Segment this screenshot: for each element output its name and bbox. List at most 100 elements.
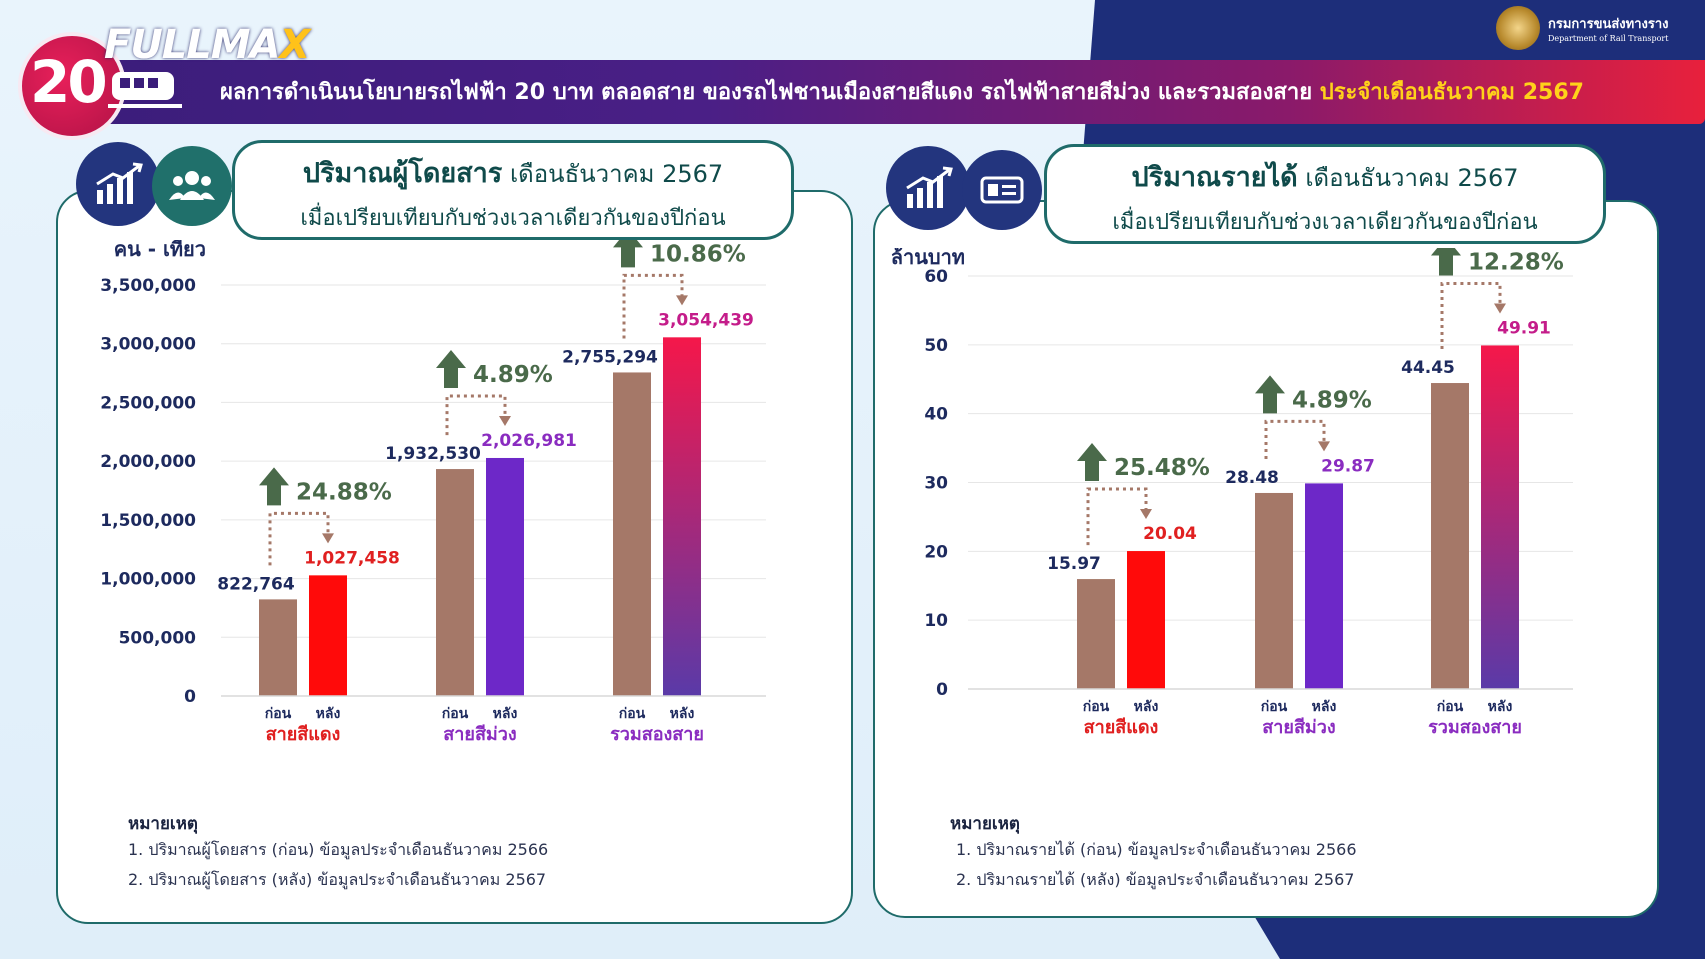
change-connector: [1440, 281, 1502, 350]
bar-label-before: ก่อน: [1083, 699, 1110, 715]
bar-before: [613, 372, 651, 696]
up-arrow-icon: [1255, 375, 1285, 414]
y-tick-label: 2,500,000: [100, 393, 196, 413]
data-label-before: 28.48: [1225, 468, 1279, 488]
bar-after: [663, 337, 701, 696]
bar-label-before: ก่อน: [619, 706, 646, 722]
y-tick-label: 0: [184, 687, 196, 707]
data-label-before: 1,932,530: [385, 444, 481, 464]
bar-label-before: ก่อน: [1437, 699, 1464, 715]
change-connector: [268, 511, 330, 566]
department-name-th: กรมการขนส่งทางราง: [1548, 17, 1669, 32]
brand-suffix: X: [279, 22, 311, 68]
x-category-label: รวมสองสาย: [1428, 717, 1522, 738]
department-logo: กรมการขนส่งทางราง Department of Rail Tra…: [1496, 6, 1668, 50]
y-axis-label: คน - เที่ยว: [114, 240, 206, 261]
passenger-notes-title: หมายเหตุ: [128, 814, 198, 834]
connector-arrowhead: [322, 533, 334, 544]
change-percent: 10.86%: [650, 241, 746, 267]
revenue-title-box: ปริมาณรายได้ เดือนธันวาคม 2567 เมื่อเปรี…: [1044, 144, 1606, 244]
up-arrow-icon: [613, 240, 643, 268]
department-name-en: Department of Rail Transport: [1548, 34, 1669, 43]
data-label-after: 49.91: [1497, 318, 1551, 338]
x-category-label: สายสีแดง: [266, 724, 341, 745]
revenue-title-rest: เดือนธันวาคม 2567: [1305, 164, 1519, 192]
bar-after: [1481, 345, 1519, 689]
bar-label-after: หลัง: [316, 706, 341, 722]
change-percent: 4.89%: [1292, 387, 1372, 413]
x-category-label: รวมสองสาย: [610, 724, 704, 745]
header-title: ผลการดำเนินนโยบายรถไฟฟ้า 20 บาท ตลอดสาย …: [220, 74, 1690, 109]
bar-label-after: หลัง: [670, 706, 695, 722]
up-arrow-icon: [259, 467, 289, 506]
department-emblem-icon: [1496, 6, 1540, 50]
passenger-title-box: ปริมาณผู้โดยสาร เดือนธันวาคม 2567 เมื่อเ…: [232, 140, 794, 240]
y-tick-label: 1,500,000: [100, 511, 196, 531]
people-icon: [152, 146, 232, 226]
change-percent: 12.28%: [1468, 249, 1564, 275]
data-label-after: 1,027,458: [304, 548, 400, 568]
bar-before: [436, 469, 474, 696]
change-percent: 24.88%: [296, 479, 392, 505]
train-icon: [108, 72, 182, 108]
data-label-before: 15.97: [1047, 554, 1101, 574]
y-tick-label: 30: [924, 474, 948, 494]
bar-after: [309, 575, 347, 696]
data-label-before: 44.45: [1401, 358, 1455, 378]
passenger-subtitle: เมื่อเปรียบเทียบกับช่วงเวลาเดียวกันของปี…: [300, 206, 726, 231]
passenger-chart: คน - เที่ยว 0 500,000 1,000,000 1,500,000 2,0…: [100, 240, 766, 745]
ticket-icon: [962, 150, 1042, 230]
bar-label-before: ก่อน: [442, 706, 469, 722]
connector-arrowhead: [1318, 441, 1330, 452]
y-tick-label: 50: [924, 336, 948, 356]
bar-before: [1255, 492, 1293, 689]
revenue-subtitle: เมื่อเปรียบเทียบกับช่วงเวลาเดียวกันของปี…: [1112, 210, 1538, 235]
bar-before: [1077, 579, 1115, 689]
header-title-main: ผลการดำเนินนโยบายรถไฟฟ้า 20 บาท ตลอดสาย …: [220, 80, 1313, 105]
brand-prefix: FULLMA: [104, 22, 281, 68]
bar-label-after: หลัง: [1312, 699, 1337, 715]
y-tick-label: 60: [924, 267, 948, 287]
passenger-title-bold: ปริมาณผู้โดยสาร: [302, 158, 503, 189]
growth-chart-icon: [886, 146, 970, 230]
connector-arrowhead: [499, 415, 511, 426]
y-tick-label: 0: [936, 680, 948, 700]
connector-arrowhead: [1140, 509, 1152, 520]
x-category-label: สายสีแดง: [1084, 717, 1159, 738]
data-label-after: 20.04: [1143, 524, 1197, 544]
bar-label-before: ก่อน: [265, 706, 292, 722]
growth-chart-icon: [76, 142, 160, 226]
passenger-note-1: 1. ปริมาณผู้โดยสาร (ก่อน) ข้อมูลประจำเดื…: [128, 840, 549, 859]
bar-label-before: ก่อน: [1261, 699, 1288, 715]
x-category-label: สายสีม่วง: [1262, 717, 1335, 738]
bar-after: [486, 457, 524, 696]
revenue-note-1: 1. ปริมาณรายได้ (ก่อน) ข้อมูลประจำเดือนธ…: [956, 840, 1357, 859]
y-tick-label: 40: [924, 405, 948, 425]
y-tick-label: 2,000,000: [100, 452, 196, 472]
data-label-after: 3,054,439: [658, 310, 754, 330]
bar-label-after: หลัง: [1488, 699, 1513, 715]
data-label-after: 2,026,981: [481, 431, 577, 451]
up-arrow-icon: [1077, 443, 1107, 482]
connector-arrowhead: [676, 295, 688, 306]
revenue-title-bold: ปริมาณรายได้: [1131, 162, 1298, 193]
y-tick-label: 10: [924, 611, 948, 631]
y-tick-label: 20: [924, 542, 948, 562]
change-connector: [1086, 487, 1148, 546]
logo-number: 20: [30, 48, 108, 116]
y-tick-label: 3,000,000: [100, 335, 196, 355]
x-category-label: สายสีม่วง: [443, 724, 516, 745]
change-connector: [445, 394, 507, 436]
change-percent: 25.48%: [1114, 455, 1210, 481]
connector-arrowhead: [1494, 303, 1506, 314]
change-connector: [622, 273, 684, 339]
data-label-after: 29.87: [1321, 456, 1375, 476]
bar-after: [1127, 551, 1165, 689]
passenger-note-2: 2. ปริมาณผู้โดยสาร (หลัง) ข้อมูลประจำเดื…: [128, 870, 547, 889]
header-banner: [40, 60, 1705, 124]
bar-after: [1305, 483, 1343, 689]
y-tick-label: 1,000,000: [100, 570, 196, 590]
header-title-highlight: ประจำเดือนธันวาคม 2567: [1319, 80, 1584, 105]
data-label-before: 822,764: [217, 574, 295, 594]
y-tick-label: 500,000: [119, 628, 197, 648]
